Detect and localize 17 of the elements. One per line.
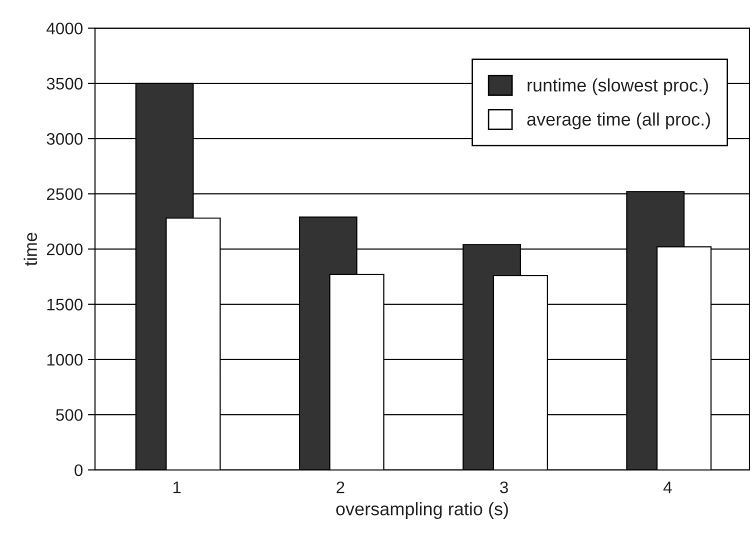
y-tick-label: 1000 xyxy=(47,354,83,366)
y-tick-label: 3500 xyxy=(46,78,83,90)
x-tick-label: 3 xyxy=(500,481,508,494)
y-tick-label: 500 xyxy=(56,409,83,421)
y-tick-label: 4000 xyxy=(46,22,83,34)
x-axis-title: oversampling ratio (s) xyxy=(336,502,508,519)
x-tick-label: 1 xyxy=(173,482,181,494)
legend-label: average time (all proc.) xyxy=(527,112,710,130)
y-tick-label: 2500 xyxy=(46,188,83,200)
y-tick-label: 3000 xyxy=(46,133,83,145)
x-tick-label: 4 xyxy=(663,482,672,494)
y-tick-label: 2000 xyxy=(46,243,83,256)
legend-label: runtime (slowest proc.) xyxy=(528,78,708,96)
y-axis-title: time xyxy=(24,232,37,266)
y-tick-label: 0 xyxy=(74,464,83,476)
x-tick-label: 2 xyxy=(336,481,344,494)
y-tick-label: 1500 xyxy=(47,298,83,310)
